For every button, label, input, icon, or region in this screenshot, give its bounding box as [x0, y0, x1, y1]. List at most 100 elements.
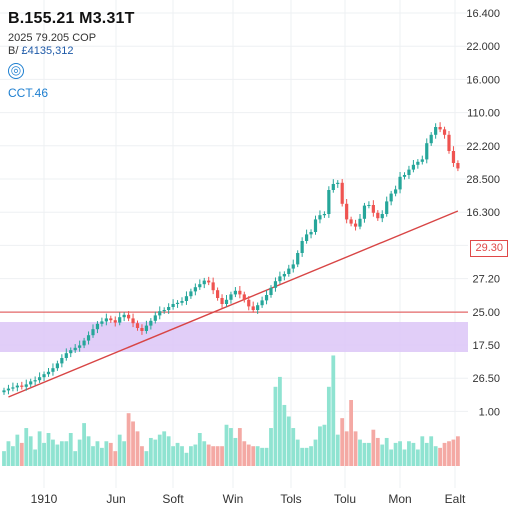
volume-bar — [144, 451, 149, 466]
candle-body — [291, 264, 295, 269]
volume-bar — [304, 447, 309, 466]
volume-bar — [73, 451, 78, 466]
volume-bar — [15, 434, 20, 466]
ohlc-value: £4135,312 — [21, 45, 74, 57]
candle-body — [376, 212, 380, 219]
volume-bar — [407, 441, 411, 466]
study-label[interactable]: CCT.46 — [8, 86, 49, 100]
candle-body — [420, 159, 424, 162]
candle-body — [349, 219, 353, 224]
candle-body — [273, 281, 278, 288]
candle-body — [29, 381, 33, 385]
candle-body — [38, 377, 42, 381]
price-tag: 29.30 — [470, 240, 508, 257]
volume-bar — [260, 447, 264, 466]
candle-body — [353, 223, 358, 227]
candle-body — [180, 301, 184, 303]
volume-bar — [95, 441, 100, 466]
candle-body — [456, 163, 460, 169]
volume-bar — [335, 434, 340, 466]
volume-bar — [108, 442, 113, 466]
candle-body — [309, 232, 313, 235]
candle-body — [104, 318, 108, 322]
volume-bar — [206, 444, 211, 466]
volume-bar — [28, 436, 33, 466]
volume-bar — [55, 444, 60, 466]
volume-bar — [442, 442, 447, 466]
volume-bar — [358, 439, 362, 466]
y-tick-label: 27.20 — [472, 274, 500, 286]
highlight-band — [0, 322, 468, 352]
candle-body — [233, 290, 237, 295]
volume-bar — [86, 436, 91, 466]
candle-body — [340, 182, 344, 204]
volume-bar — [340, 418, 345, 466]
candle-body — [229, 294, 233, 300]
volume-bar — [117, 434, 122, 466]
volume-bar — [24, 428, 29, 466]
volume-bar — [251, 446, 256, 466]
candle-body — [358, 218, 362, 227]
volume-bar — [135, 431, 140, 466]
candle-body — [135, 323, 140, 328]
candle-body — [207, 280, 211, 283]
volume-bar — [171, 446, 175, 466]
candle-body — [109, 318, 113, 321]
candle-body — [60, 358, 64, 364]
volume-bar — [433, 446, 438, 466]
candle-body — [269, 287, 273, 295]
volume-bar — [184, 452, 189, 466]
candle-body — [140, 328, 144, 331]
candle-body — [202, 280, 206, 285]
y-tick-label: 16.400 — [466, 8, 500, 20]
candle-body — [171, 304, 175, 307]
volume-bar — [233, 437, 238, 466]
eye-circle-icon[interactable]: ◎ — [8, 63, 24, 79]
volume-bar — [313, 439, 318, 466]
volume-bar — [113, 451, 118, 466]
volume-bar — [140, 446, 144, 466]
volume-bar — [420, 436, 425, 466]
volume-bar — [197, 433, 202, 466]
volume-bar — [19, 442, 24, 466]
candle-body — [282, 274, 286, 277]
x-tick-label: Soft — [162, 492, 184, 506]
candle-body — [256, 305, 260, 310]
y-tick-label: 28.500 — [466, 174, 500, 186]
candle-body — [113, 320, 117, 323]
volume-bar — [11, 446, 15, 466]
candle-body — [55, 363, 59, 369]
volume-bar — [126, 413, 131, 466]
volume-bar — [424, 442, 429, 466]
volume-bar — [264, 447, 269, 466]
y-tick-label: 26.50 — [472, 373, 500, 385]
candle-body — [242, 294, 246, 300]
candle-body — [367, 205, 371, 206]
candle-body — [389, 193, 393, 202]
candle-body — [73, 347, 77, 351]
volume-bar — [438, 447, 442, 466]
ohlc-prefix: B/ — [8, 45, 19, 57]
candle-body — [167, 307, 171, 310]
candle-body — [429, 134, 433, 144]
candle-body — [122, 314, 126, 318]
volume-bar — [64, 441, 69, 466]
y-tick-label: 17.50 — [472, 340, 500, 352]
y-tick-label: 110.00 — [467, 108, 500, 120]
candle-body — [278, 276, 282, 282]
volume-bar — [367, 442, 371, 466]
candle-body — [11, 387, 15, 389]
candle-body — [189, 291, 193, 297]
volume-bar — [37, 431, 42, 466]
x-tick-label: Mon — [388, 492, 411, 506]
candle-body — [20, 385, 24, 387]
candle-body — [198, 284, 202, 288]
candle-body — [447, 134, 451, 151]
candle-body — [385, 201, 389, 214]
candle-body — [327, 190, 331, 214]
candle-body — [33, 380, 37, 382]
volume-bar — [318, 426, 322, 466]
candle-body — [300, 241, 304, 253]
volume-bar — [353, 431, 358, 466]
